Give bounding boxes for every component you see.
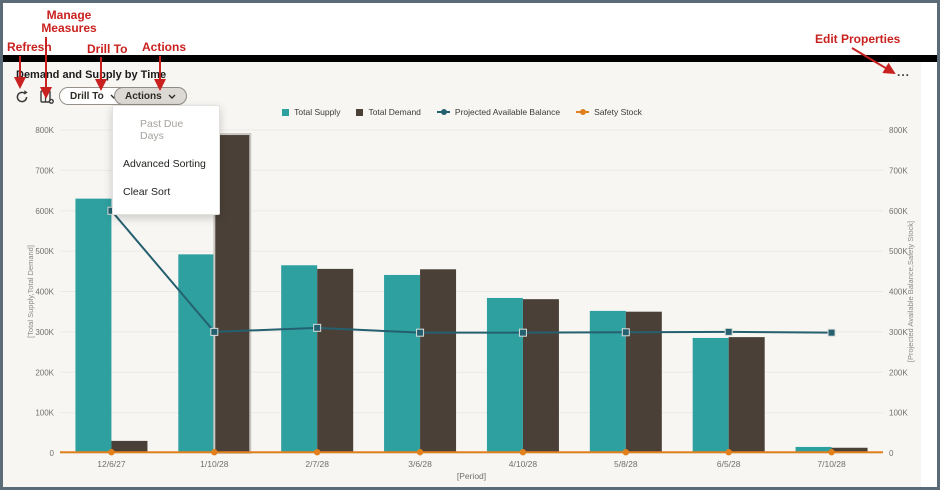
legend-item[interactable]: Safety Stock [576,107,642,117]
safety-stock-marker[interactable] [211,448,218,456]
y-left-tick-label: 400K [35,288,54,297]
y-left-axis-title: [Total Supply,Total Demand] [26,245,35,338]
y-right-axis-title: [Projected Available Balance,Safety Stoc… [906,221,915,362]
bar-total-supply[interactable] [75,198,112,453]
chart-legend: Total Supply Total Demand Projected Availa… [3,107,921,117]
annotation-refresh: Refresh [7,40,52,54]
legend-label: Total Supply [294,107,341,117]
annotation-actions: Actions [142,40,187,54]
y-left-tick-label: 800K [35,126,54,135]
actions-button-label: Actions [125,90,162,102]
menu-item-clear-sort[interactable]: Clear Sort [123,186,171,198]
y-right-tick-label: 800K [889,126,908,135]
page-title: Demand and Supply by Time [16,69,167,81]
safety-stock-marker[interactable] [416,448,424,456]
menu-item-advanced-sorting[interactable]: Advanced Sorting [123,158,206,170]
x-tick-label: 1/10/28 [200,459,229,469]
y-left-tick-label: 700K [35,166,54,175]
overflow-menu-button[interactable]: ... [897,65,911,79]
y-left-tick-label: 0 [50,449,55,458]
legend-label: Safety Stock [594,107,642,117]
y-left-tick-label: 600K [35,207,54,216]
annotation-edit-properties: Edit Properties [815,32,901,46]
x-tick-label: 3/6/28 [408,459,432,469]
projected-available-balance-marker[interactable] [621,328,630,337]
bar-total-supply[interactable] [486,297,523,453]
refresh-button[interactable] [14,89,30,105]
safety-stock-marker[interactable] [725,448,732,456]
safety-stock-marker[interactable] [519,448,527,456]
top-divider-bar [3,55,937,62]
y-right-tick-label: 0 [889,449,894,458]
y-right-tick-label: 500K [889,247,908,256]
x-tick-label: 7/10/28 [817,459,846,469]
actions-menu: Past Due Days Advanced Sorting Clear Sor… [112,105,220,215]
x-tick-label: 5/8/28 [614,459,638,469]
projected-available-balance-marker[interactable] [210,327,219,336]
menu-item-past-due-days[interactable]: Past Due Days [140,118,184,142]
legend-item[interactable]: Total Supply [282,107,340,117]
refresh-icon [16,90,28,103]
bar-total-demand[interactable] [317,268,354,453]
bar-total-supply[interactable] [692,337,729,453]
y-right-tick-label: 400K [889,288,908,297]
chevron-down-icon [168,94,176,99]
legend-bar-marker-icon [356,108,364,116]
bar-total-supply[interactable] [795,446,832,453]
projected-available-balance-marker[interactable] [416,328,425,337]
y-right-tick-label: 600K [889,207,908,216]
y-right-tick-label: 200K [889,368,908,377]
legend-item[interactable]: Total Demand [356,107,421,117]
annotation-drill-to: Drill To [87,42,128,56]
annotation-manage-measures: Manage Measures [41,8,97,35]
x-axis-title: [Period] [457,471,486,481]
legend-label: Projected Available Balance [454,107,561,117]
y-left-tick-label: 200K [35,368,54,377]
projected-available-balance-marker[interactable] [827,328,836,337]
safety-stock-marker[interactable] [622,448,630,456]
x-tick-label: 12/6/27 [97,459,126,469]
bar-total-supply[interactable] [589,310,626,453]
combo-chart: 0 0 100K 100K 200K 200K 300K 300K 400K 400K 500K 50… [26,126,915,481]
actions-button[interactable]: Actions [114,87,187,105]
projected-available-balance-marker[interactable] [313,323,322,332]
bar-total-demand[interactable] [728,337,765,453]
y-right-tick-label: 100K [889,409,908,418]
y-right-tick-label: 300K [889,328,908,337]
bar-total-demand[interactable] [625,311,662,453]
safety-stock-marker[interactable] [828,448,835,456]
x-tick-label: 4/10/28 [509,459,538,469]
legend-label: Total Demand [368,107,421,117]
y-left-tick-label: 300K [35,328,54,337]
projected-available-balance-line [110,210,832,334]
legend-item[interactable]: Projected Available Balance [436,107,561,117]
legend-bar-marker-icon [282,108,290,116]
bar-total-supply[interactable] [178,254,215,453]
y-right-tick-label: 700K [889,166,908,175]
y-left-tick-label: 100K [35,409,54,418]
bar-total-supply[interactable] [384,274,421,453]
x-tick-label: 6/5/28 [717,459,741,469]
bar-total-demand[interactable] [522,299,559,453]
x-tick-label: 2/7/28 [305,459,329,469]
bar-total-supply[interactable] [281,265,318,453]
drill-to-button[interactable]: Drill To [59,87,129,105]
legend-dot-icon [440,109,447,115]
bar-total-demand[interactable] [831,447,868,453]
y-left-tick-label: 500K [35,247,54,256]
projected-available-balance-marker[interactable] [724,327,733,336]
safety-stock-marker[interactable] [108,448,115,456]
legend-line-marker-icon [576,109,590,115]
legend-line-marker-icon [436,109,450,115]
bar-total-demand[interactable] [111,440,148,453]
projected-available-balance-marker[interactable] [518,328,527,337]
safety-stock-marker[interactable] [313,448,321,456]
legend-dot-icon [580,109,587,115]
bar-total-demand[interactable] [420,269,457,453]
drill-to-button-label: Drill To [70,90,104,102]
